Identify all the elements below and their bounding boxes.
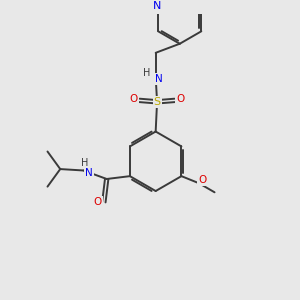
Text: N: N <box>155 74 163 84</box>
Text: O: O <box>176 94 184 104</box>
Text: N: N <box>152 2 161 11</box>
Text: H: H <box>143 68 150 78</box>
Text: O: O <box>94 197 102 207</box>
Text: N: N <box>85 168 93 178</box>
Text: O: O <box>198 176 206 185</box>
Text: S: S <box>154 97 160 107</box>
Text: O: O <box>130 94 138 104</box>
Text: H: H <box>81 158 88 168</box>
